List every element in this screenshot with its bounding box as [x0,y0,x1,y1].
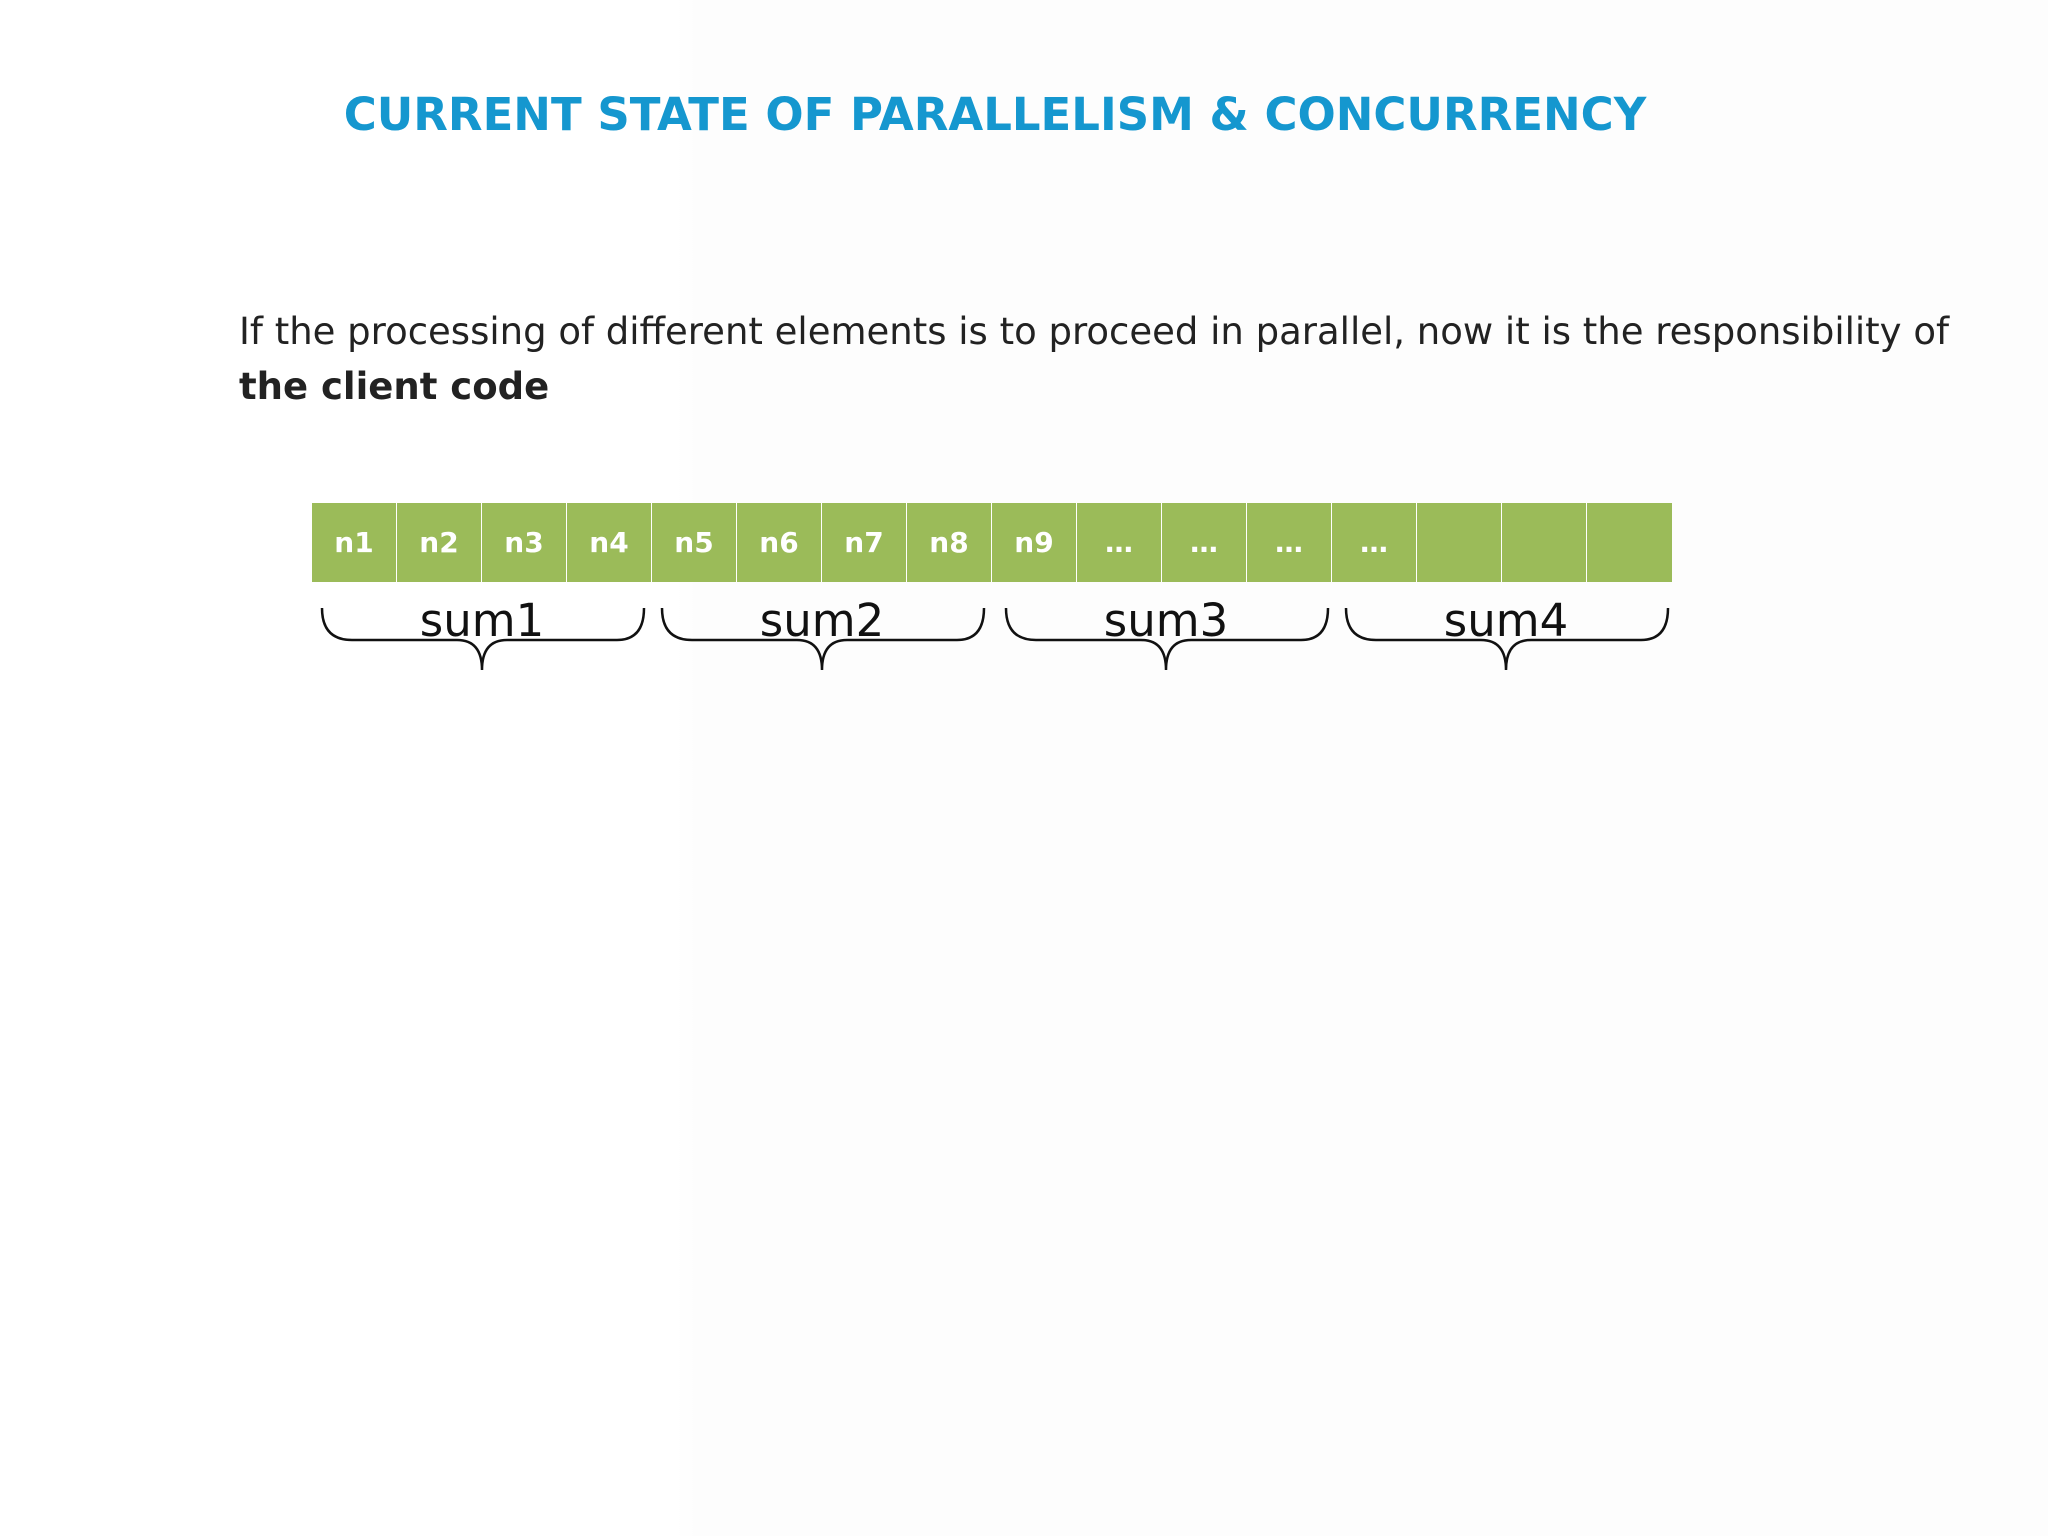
brace-shape [320,607,646,671]
array-cell: n8 [907,503,992,582]
array-cell: n5 [652,503,737,582]
brace-sum1: sum1 [320,594,646,671]
array-cell [1502,503,1587,582]
brace-label: sum4 [1444,594,1568,647]
array-cell: … [1247,503,1332,582]
array-cell: n9 [992,503,1077,582]
brace-sum3: sum3 [1004,594,1330,671]
brace-label: sum3 [1104,594,1228,647]
array-cell: n7 [822,503,907,582]
array-cell: n2 [397,503,482,582]
array-cell: n4 [567,503,652,582]
brace-shape [1004,607,1330,671]
array-cell: n1 [312,503,397,582]
element-array: n1 n2 n3 n4 n5 n6 n7 n8 n9 … … … … [312,503,1672,582]
brace-shape [1344,607,1670,671]
body-text-regular: If the processing of different elements … [239,310,1949,353]
brace-label: sum1 [420,594,544,647]
group-braces: sum1 sum2 sum3 sum4 [320,594,1670,671]
array-cell [1417,503,1502,582]
brace-label: sum2 [760,594,884,647]
slide-title: CURRENT STATE OF PARALLELISM & CONCURREN… [343,88,1647,141]
array-cell: … [1162,503,1247,582]
array-cell: … [1077,503,1162,582]
brace-sum4: sum4 [1344,594,1670,671]
array-cell: n3 [482,503,567,582]
brace-shape [660,607,986,671]
body-text: If the processing of different elements … [239,304,1999,414]
array-cell: … [1332,503,1417,582]
array-cell [1587,503,1672,582]
brace-sum2: sum2 [660,594,986,671]
body-text-bold: the client code [239,365,550,408]
array-cell: n6 [737,503,822,582]
